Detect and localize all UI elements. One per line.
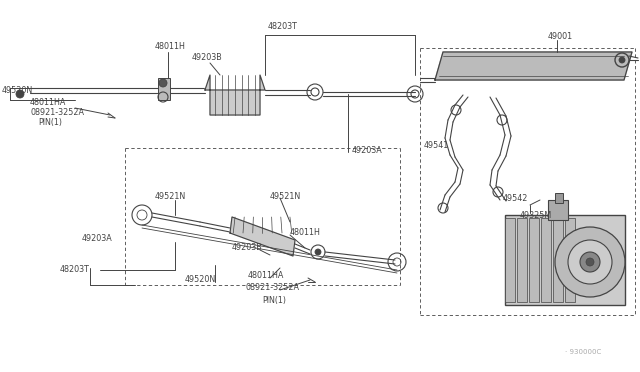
- Text: · 930000C: · 930000C: [565, 349, 601, 355]
- Text: PIN(1): PIN(1): [38, 118, 62, 126]
- Bar: [505, 218, 515, 302]
- Ellipse shape: [580, 252, 600, 272]
- Bar: [529, 218, 539, 302]
- Text: 49001: 49001: [548, 32, 573, 41]
- Polygon shape: [205, 75, 265, 115]
- Ellipse shape: [568, 240, 612, 284]
- Bar: [517, 218, 527, 302]
- Ellipse shape: [619, 57, 625, 63]
- Text: 49520N: 49520N: [185, 276, 216, 285]
- Ellipse shape: [16, 90, 24, 98]
- Text: 49203B: 49203B: [232, 244, 263, 253]
- Text: 48203T: 48203T: [60, 266, 90, 275]
- Text: 49203B: 49203B: [192, 52, 223, 61]
- Text: 08921-3252A: 08921-3252A: [246, 283, 300, 292]
- Text: 49521N: 49521N: [270, 192, 301, 201]
- Text: 48011HA: 48011HA: [30, 97, 67, 106]
- Ellipse shape: [586, 258, 594, 266]
- Ellipse shape: [555, 227, 625, 297]
- Bar: [505, 215, 625, 305]
- Bar: [158, 78, 170, 100]
- Text: PIN(1): PIN(1): [262, 295, 286, 305]
- Text: 49203A: 49203A: [352, 145, 383, 154]
- Ellipse shape: [159, 79, 167, 87]
- Bar: [553, 218, 563, 302]
- Text: 48203T: 48203T: [268, 22, 298, 31]
- Text: 49521N: 49521N: [155, 192, 186, 201]
- Bar: [548, 200, 568, 220]
- Text: 48011H: 48011H: [155, 42, 186, 51]
- Text: 49520N: 49520N: [2, 86, 33, 94]
- Bar: [565, 218, 575, 302]
- Polygon shape: [230, 217, 295, 256]
- Bar: [541, 218, 551, 302]
- Text: 48011H: 48011H: [290, 228, 321, 237]
- Text: 48011HA: 48011HA: [248, 272, 284, 280]
- Bar: [555, 193, 563, 203]
- Text: 08921-3252A: 08921-3252A: [30, 108, 84, 116]
- Text: 49203A: 49203A: [82, 234, 113, 243]
- Text: 49325M: 49325M: [520, 211, 552, 219]
- Text: 49542: 49542: [503, 193, 529, 202]
- Polygon shape: [435, 52, 632, 80]
- Ellipse shape: [315, 249, 321, 255]
- Text: 49541: 49541: [424, 141, 449, 150]
